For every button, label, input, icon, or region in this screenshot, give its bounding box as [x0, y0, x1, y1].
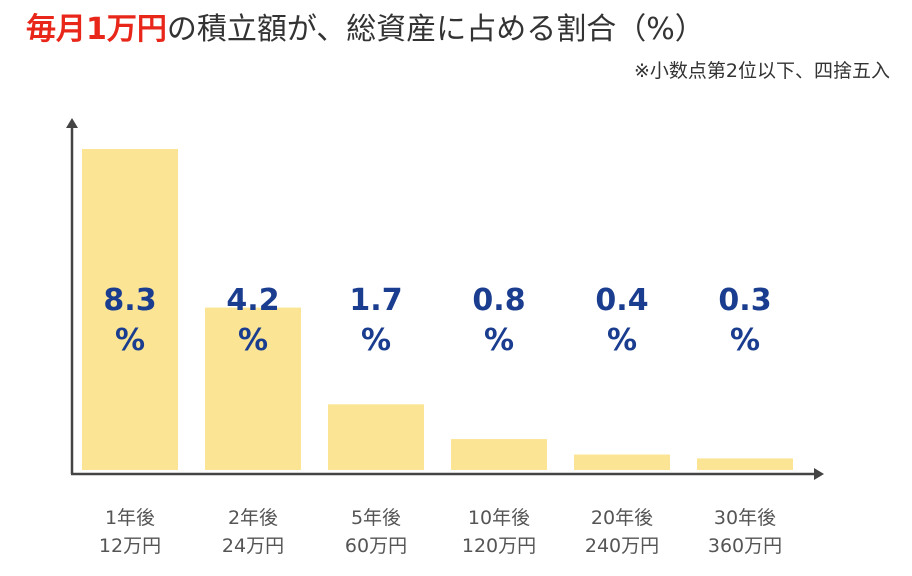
x-tick-label-amount-1: 12万円 — [99, 535, 161, 557]
data-label-value-1: 8.3 — [103, 283, 156, 318]
data-label-value-6: 0.3 — [718, 283, 771, 318]
data-label-value-4: 0.8 — [472, 283, 525, 318]
data-label-unit-6: % — [730, 323, 760, 358]
x-tick-label-period-2: 2年後 — [228, 507, 278, 529]
x-tick-label-period-1: 1年後 — [105, 507, 155, 529]
x-tick-label-period-4: 10年後 — [468, 507, 530, 529]
bar-4 — [451, 439, 547, 470]
x-tick-label-period-6: 30年後 — [714, 507, 776, 529]
rounding-note: ※小数点第2位以下、四捨五入 — [633, 60, 890, 82]
data-label-unit-5: % — [607, 323, 637, 358]
data-label-value-3: 1.7 — [349, 283, 402, 318]
x-tick-label-period-5: 20年後 — [591, 507, 653, 529]
data-label-unit-2: % — [238, 323, 268, 358]
data-label-value-5: 0.4 — [595, 283, 648, 318]
data-label-unit-4: % — [484, 323, 514, 358]
x-tick-label-amount-6: 360万円 — [708, 535, 782, 557]
bar-3 — [328, 404, 424, 470]
bar-5 — [574, 454, 670, 470]
x-axis-arrow-icon — [814, 468, 824, 480]
y-axis-arrow-icon — [66, 118, 78, 128]
bar-1 — [82, 149, 178, 470]
bar-2 — [205, 307, 301, 470]
chart-title: 毎月1万円の積立額が、総資産に占める割合（%） — [26, 8, 705, 52]
data-label-unit-3: % — [361, 323, 391, 358]
chart-title-highlight: 毎月1万円 — [26, 12, 167, 47]
x-tick-label-amount-4: 120万円 — [462, 535, 536, 557]
bar-6 — [697, 458, 793, 470]
chart-title-rest: の積立額が、総資産に占める割合（%） — [166, 12, 705, 47]
x-tick-label-amount-3: 60万円 — [345, 535, 407, 557]
data-label-value-2: 4.2 — [226, 283, 279, 318]
x-tick-label-period-3: 5年後 — [351, 507, 401, 529]
x-tick-label-amount-5: 240万円 — [585, 535, 659, 557]
data-label-unit-1: % — [115, 323, 145, 358]
x-tick-label-amount-2: 24万円 — [222, 535, 284, 557]
